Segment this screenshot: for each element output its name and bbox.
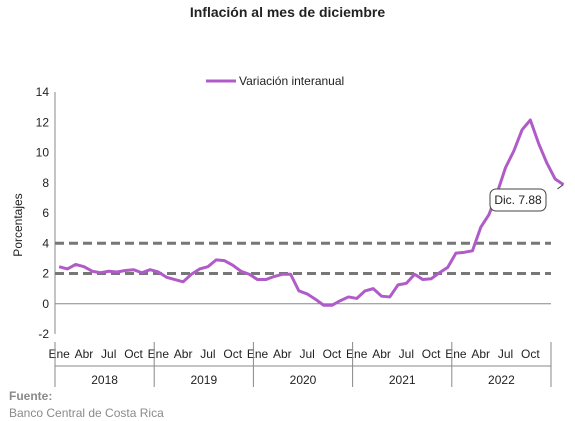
- y-tick-label: 6: [42, 206, 49, 220]
- x-year-label: 2021: [389, 373, 416, 387]
- x-year-label: 2022: [488, 373, 515, 387]
- x-tick-label: Jul: [299, 347, 314, 361]
- y-axis-label: Porcentajes: [11, 193, 25, 256]
- x-tick-label: Oct: [422, 347, 441, 361]
- source-label: Fuente:: [9, 389, 53, 403]
- x-tick-label: Oct: [521, 347, 540, 361]
- x-tick-label: Ene: [247, 347, 269, 361]
- callout-box: [489, 188, 547, 212]
- callout-leader: [557, 184, 564, 190]
- x-tick-label: Oct: [223, 347, 242, 361]
- x-tick-label: Abr: [75, 347, 94, 361]
- x-year-label: 2019: [190, 373, 217, 387]
- chart-legend: Variación interanual: [206, 74, 344, 88]
- x-tick-label: Oct: [124, 347, 143, 361]
- x-tick-label: Abr: [372, 347, 391, 361]
- source-text: Banco Central de Costa Rica: [9, 406, 164, 420]
- x-tick-label: Ene: [445, 347, 467, 361]
- x-tick-label: Abr: [273, 347, 292, 361]
- x-tick-label: Jul: [498, 347, 513, 361]
- x-tick-label: Abr: [471, 347, 490, 361]
- x-year-label: 2020: [290, 373, 317, 387]
- y-tick-label: 10: [36, 146, 50, 160]
- x-tick-label: Jul: [200, 347, 215, 361]
- x-tick-label: Oct: [323, 347, 342, 361]
- chart-title: Inflación al mes de diciembre: [189, 4, 386, 20]
- y-tick-label: 2: [42, 267, 49, 281]
- legend-label: Variación interanual: [239, 74, 344, 88]
- x-tick-label: Jul: [101, 347, 116, 361]
- y-tick-label: 4: [42, 236, 49, 250]
- last-value-callout: Dic. 7.88: [489, 184, 564, 212]
- x-tick-label: Abr: [174, 347, 193, 361]
- y-tick-label: 0: [42, 297, 49, 311]
- x-tick-label: Ene: [48, 347, 70, 361]
- y-tick-label: 14: [36, 85, 50, 99]
- y-tick-label: 12: [36, 115, 50, 129]
- y-tick-label: 8: [42, 176, 49, 190]
- y-tick-label: -2: [38, 327, 49, 341]
- x-tick-label: Ene: [148, 347, 170, 361]
- x-tick-label: Jul: [399, 347, 414, 361]
- x-year-label: 2018: [91, 373, 118, 387]
- series-line: [58, 118, 565, 307]
- x-tick-label: Ene: [346, 347, 368, 361]
- callout-label: Dic. 7.88: [494, 193, 542, 207]
